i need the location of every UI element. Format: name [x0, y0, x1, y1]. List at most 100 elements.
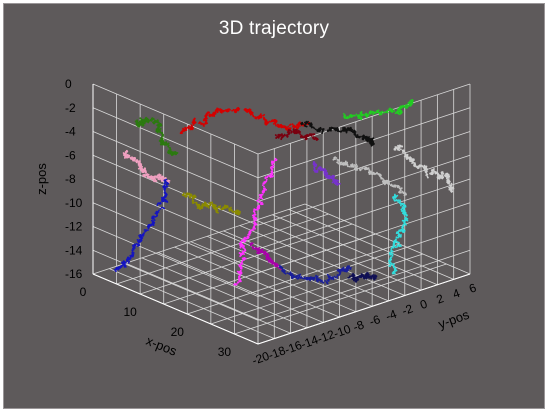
trajectory-point — [438, 177, 441, 180]
trajectory-point — [277, 134, 280, 136]
z-tick-label: -6 — [65, 148, 76, 162]
x-axis-line — [92, 273, 259, 345]
trajectory-point — [261, 190, 264, 193]
trajectory-point — [127, 156, 130, 159]
z-tick-label: -12 — [65, 220, 83, 234]
trajectory-point — [314, 128, 317, 131]
trajectory-point — [394, 186, 397, 188]
trajectory-point — [261, 184, 264, 187]
y-tick-label: -8 — [351, 317, 366, 334]
trajectory-point — [358, 135, 361, 138]
trajectory-point — [285, 128, 288, 131]
trajectory-point — [275, 134, 277, 137]
trajectory-point — [213, 115, 216, 117]
trajectory-point — [120, 266, 123, 268]
z-tick-label: -8 — [65, 172, 76, 186]
back-wall-gridline — [257, 202, 471, 274]
trajectory-point — [159, 128, 162, 130]
trajectory-point — [393, 148, 396, 150]
trajectory-point — [236, 107, 239, 110]
trajectory-point — [137, 125, 139, 128]
y-axis-label: y-pos — [436, 307, 471, 332]
trajectory-point — [404, 154, 407, 157]
trajectory-point — [282, 125, 284, 127]
trajectory-point — [213, 112, 215, 115]
trajectory-point — [355, 136, 358, 139]
trajectory-point — [152, 224, 155, 227]
trajectory-point — [207, 112, 210, 114]
floor-gridline — [288, 209, 454, 280]
trajectory-point — [293, 130, 295, 133]
trajectory-point — [127, 261, 130, 264]
trajectory-point — [274, 121, 277, 124]
trajectory-series — [342, 99, 414, 121]
trajectory-point — [396, 110, 399, 113]
trajectory-point — [339, 161, 342, 164]
trajectory-point — [240, 267, 243, 270]
trajectory-point — [161, 133, 164, 136]
trajectory-point — [144, 230, 147, 233]
trajectory-point — [238, 280, 241, 282]
trajectory-point — [226, 205, 229, 208]
trajectory-point — [170, 153, 173, 156]
trajectory-point — [160, 178, 163, 180]
trajectory-point — [156, 204, 159, 207]
trajectory-point — [160, 196, 163, 199]
trajectory-point — [351, 165, 354, 168]
trajectory-point — [271, 120, 274, 123]
trajectory-point — [324, 280, 326, 282]
back-wall-gridline — [257, 83, 471, 155]
trajectory-point — [362, 114, 365, 116]
trajectory-point — [447, 182, 450, 185]
floor-gridline — [190, 241, 357, 313]
trajectory-point — [160, 136, 163, 138]
trajectory-point — [297, 125, 299, 127]
trajectory-point — [141, 237, 143, 240]
trajectory-point — [400, 234, 402, 236]
trajectory-point — [332, 158, 335, 161]
trajectory-point — [215, 207, 217, 210]
trajectory-point — [199, 208, 202, 211]
trajectory-point — [251, 113, 253, 115]
trajectory-point — [156, 129, 159, 132]
trajectory-point — [295, 275, 298, 277]
trajectory-point — [299, 133, 302, 136]
trajectory-point — [160, 206, 163, 209]
trajectory-point — [157, 126, 160, 129]
trajectory-point — [152, 121, 154, 124]
chart-title: 3D trajectory — [218, 18, 330, 39]
trajectory-point — [336, 274, 339, 276]
trajectory-point — [146, 120, 149, 122]
trajectory-point — [298, 123, 301, 126]
trajectory-point — [132, 158, 135, 161]
trajectory-point — [216, 207, 219, 210]
trajectory-point — [215, 110, 218, 112]
trajectory-point — [290, 130, 293, 133]
floor-gridline — [210, 253, 423, 325]
trajectory-point — [203, 119, 206, 121]
left-wall-gridline — [92, 131, 259, 202]
trajectory-point — [396, 244, 399, 246]
y-tick-label: 6 — [467, 280, 478, 296]
trajectory-point — [203, 125, 205, 127]
trajectory-point — [264, 250, 267, 253]
trajectory-point — [360, 135, 362, 138]
trajectory-point — [254, 224, 256, 227]
trajectory-point — [249, 244, 252, 247]
trajectory-series — [332, 156, 407, 197]
trajectory-point — [394, 194, 396, 197]
trajectory-point — [214, 112, 217, 115]
trajectory-point — [344, 127, 346, 129]
trajectory-point — [309, 122, 312, 125]
trajectory-point — [241, 239, 243, 242]
trajectory-point — [210, 115, 212, 117]
z-tick-label: -14 — [65, 243, 83, 257]
trajectory-point — [345, 129, 347, 132]
floor-gridline — [255, 219, 422, 291]
trajectory-point — [254, 227, 256, 230]
back-wall-gridline — [257, 226, 471, 297]
trajectory-point — [153, 122, 156, 124]
trajectory-point — [337, 180, 340, 182]
trajectory-point — [145, 117, 148, 120]
trajectory-point — [145, 174, 147, 177]
